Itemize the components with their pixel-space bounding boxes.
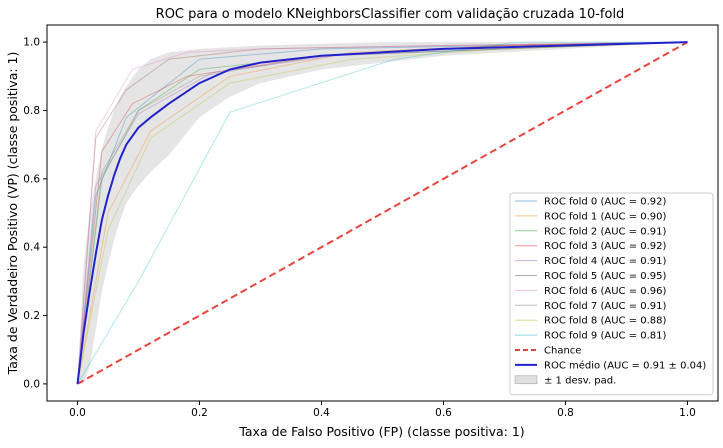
x-ticks: 0.0 0.2 0.4 0.6 0.8 1.0 xyxy=(69,401,696,419)
plot-frame xyxy=(46,24,719,402)
chance-line xyxy=(77,41,688,385)
legend-entry-label: ROC fold 0 (AUC = 0.92) xyxy=(544,197,667,208)
chance-line-layer xyxy=(77,41,688,385)
legend: ROC fold 0 (AUC = 0.92) ROC fold 1 (AUC =… xyxy=(509,192,714,396)
y-tick-label: 0.4 xyxy=(23,242,40,254)
legend-entry-label: Chance xyxy=(544,346,581,357)
y-tick-label: 0.8 xyxy=(23,105,40,117)
legend-entry-label: ROC fold 5 (AUC = 0.95) xyxy=(544,271,667,282)
legend-entry-label: ROC médio (AUC = 0.91 ± 0.04) xyxy=(544,359,706,371)
roc-fold-0-line xyxy=(77,41,688,384)
legend-entry-label: ROC fold 4 (AUC = 0.91) xyxy=(544,256,667,267)
fold-lines-layer xyxy=(77,41,688,385)
x-tick-label: 0.6 xyxy=(435,407,452,419)
roc-fold-3-line xyxy=(77,41,688,384)
y-tick-label: 0.2 xyxy=(23,310,40,322)
x-axis-label: Taxa de Falso Positivo (FP) (classe posi… xyxy=(238,424,524,439)
y-axis-label: Taxa de Verdadeiro Positivo (VP) (classe… xyxy=(5,52,20,376)
legend-entry-label: ROC fold 2 (AUC = 0.91) xyxy=(544,226,667,237)
roc-fold-2-line xyxy=(77,41,688,384)
y-ticks: 0.0 0.2 0.4 0.6 0.8 1.0 xyxy=(23,37,47,390)
x-tick-label: 0.4 xyxy=(313,407,330,419)
legend-swatch xyxy=(514,375,538,385)
mean-roc-line xyxy=(76,41,688,385)
y-tick-label: 0.6 xyxy=(23,173,40,185)
std-band-layer xyxy=(77,42,688,384)
y-tick-label: 1.0 xyxy=(23,37,40,49)
y-tick-label: 0.0 xyxy=(23,378,40,390)
x-tick-label: 0.8 xyxy=(557,407,574,419)
roc-fold-5-line xyxy=(77,41,688,384)
legend-box xyxy=(509,192,714,396)
x-tick-label: 1.0 xyxy=(679,407,696,419)
roc-fold-4-line xyxy=(77,41,688,384)
roc-fold-9-line xyxy=(77,41,688,385)
x-tick-label: 0.0 xyxy=(69,407,86,419)
mean-line-layer xyxy=(76,41,688,385)
std-band xyxy=(77,42,688,384)
legend-entry-label: ROC fold 6 (AUC = 0.96) xyxy=(544,286,667,297)
legend-entry-label: ROC fold 1 (AUC = 0.90) xyxy=(544,211,667,222)
legend-entry-label: ROC fold 8 (AUC = 0.88) xyxy=(544,316,667,327)
roc-fold-7-line xyxy=(77,41,688,384)
legend-entry-label: ROC fold 7 (AUC = 0.91) xyxy=(544,301,667,312)
roc-fold-8-line xyxy=(77,41,688,384)
roc-fold-1-line xyxy=(77,41,688,384)
x-tick-label: 0.2 xyxy=(191,407,208,419)
legend-entry-label: ROC fold 3 (AUC = 0.92) xyxy=(544,241,667,252)
roc-fold-6-line xyxy=(77,41,688,384)
legend-entry-label: ± 1 desv. pad. xyxy=(544,375,616,386)
legend-entry-label: ROC fold 9 (AUC = 0.81) xyxy=(544,331,667,342)
chart-title: ROC para o modelo KNeighborsClassifier c… xyxy=(156,7,625,22)
